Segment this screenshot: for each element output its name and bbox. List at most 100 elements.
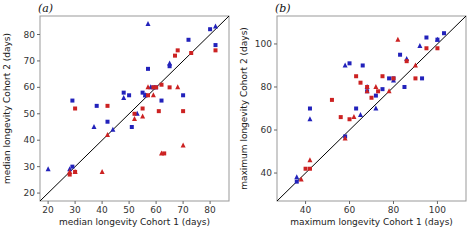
triangle-point — [358, 112, 363, 117]
panel: 2030405060708020304050607080median longe… — [2, 2, 229, 227]
x-tick — [305, 201, 306, 204]
triangle-point — [100, 169, 105, 174]
triangle-point — [373, 106, 378, 111]
square-point — [424, 46, 428, 50]
square-point — [405, 59, 409, 63]
square-point — [391, 76, 395, 80]
square-point — [354, 107, 358, 111]
square-point — [214, 43, 218, 47]
y-tick-label: 50 — [24, 109, 36, 119]
y-axis-label: maximum longevity Cohort 2 (days) — [239, 27, 249, 190]
triangle-point — [435, 37, 440, 42]
diagonal-line — [277, 16, 466, 201]
x-tick-label: 80 — [388, 205, 400, 215]
square-point — [146, 93, 150, 97]
triangle-point — [299, 176, 304, 181]
x-tick-label: 80 — [204, 205, 216, 215]
square-point — [214, 48, 218, 52]
y-tick-label: 40 — [24, 135, 36, 145]
square-point — [187, 38, 191, 42]
triangle-point — [132, 116, 137, 121]
square-point — [361, 63, 365, 67]
square-point — [141, 107, 145, 111]
square-point — [168, 85, 172, 89]
x-tick-label: 30 — [69, 205, 81, 215]
y-tick-label: 30 — [24, 162, 36, 172]
plot-frame — [40, 16, 229, 201]
triangle-point — [181, 143, 186, 148]
x-tick — [183, 201, 184, 204]
square-point — [354, 74, 358, 78]
triangle-point — [294, 174, 299, 179]
triangle-point — [373, 84, 378, 89]
y-tick — [274, 43, 277, 44]
panel: 406080100406080100maximum longevity Coho… — [239, 2, 466, 227]
square-point — [181, 93, 185, 97]
square-point — [398, 53, 402, 57]
square-point — [181, 109, 185, 113]
x-tick-label: 50 — [123, 205, 135, 215]
y-tick-label: 100 — [255, 39, 272, 49]
square-point — [420, 76, 424, 80]
figure: 2030405060708020304050607080median longe… — [0, 0, 474, 231]
square-point — [70, 165, 74, 169]
data-area — [40, 16, 229, 201]
triangle-point — [343, 136, 348, 141]
square-point — [348, 61, 352, 65]
square-point — [208, 27, 212, 31]
square-point — [95, 104, 99, 108]
diagonal-line — [40, 16, 229, 201]
square-point — [442, 31, 446, 35]
square-point — [339, 115, 343, 119]
square-point — [435, 38, 439, 42]
square-point — [154, 85, 158, 89]
x-tick — [156, 201, 157, 204]
square-point — [435, 46, 439, 50]
y-tick-label: 20 — [24, 188, 36, 198]
square-point — [391, 76, 395, 80]
triangle-point — [159, 150, 164, 155]
square-point — [154, 85, 158, 89]
square-point — [413, 76, 417, 80]
triangle-point — [413, 62, 418, 67]
square-point — [376, 89, 380, 93]
y-tick — [37, 87, 40, 88]
triangle-point — [46, 166, 51, 171]
y-tick-label: 40 — [261, 168, 273, 178]
y-tick-label: 80 — [261, 82, 273, 92]
y-tick — [37, 60, 40, 61]
square-point — [127, 93, 131, 97]
x-tick — [129, 201, 130, 204]
y-tick — [274, 130, 277, 131]
square-point — [304, 167, 308, 171]
square-point — [330, 98, 334, 102]
triangle-point — [92, 124, 97, 129]
x-tick — [75, 201, 76, 204]
square-point — [308, 167, 312, 171]
square-point — [157, 109, 161, 113]
x-tick-label: 100 — [429, 205, 446, 215]
x-tick-label: 40 — [96, 205, 108, 215]
triangle-point — [351, 114, 356, 119]
y-tick — [37, 193, 40, 194]
square-point — [365, 89, 369, 93]
square-point — [73, 170, 77, 174]
triangle-point — [365, 88, 370, 93]
x-tick-label: 20 — [42, 205, 54, 215]
x-tick — [210, 201, 211, 204]
x-tick-label: 60 — [344, 205, 356, 215]
triangle-point — [110, 127, 115, 132]
triangle-point — [121, 95, 126, 100]
square-point — [380, 87, 384, 91]
y-tick-label: 60 — [261, 125, 273, 135]
square-point — [73, 107, 77, 111]
square-point — [359, 81, 363, 85]
y-tick-label: 80 — [24, 30, 36, 40]
square-point — [380, 74, 384, 78]
triangle-point — [175, 84, 180, 89]
square-point — [106, 120, 110, 124]
square-point — [295, 180, 299, 184]
triangle-point — [365, 84, 370, 89]
y-tick — [37, 113, 40, 114]
square-point — [70, 99, 74, 103]
